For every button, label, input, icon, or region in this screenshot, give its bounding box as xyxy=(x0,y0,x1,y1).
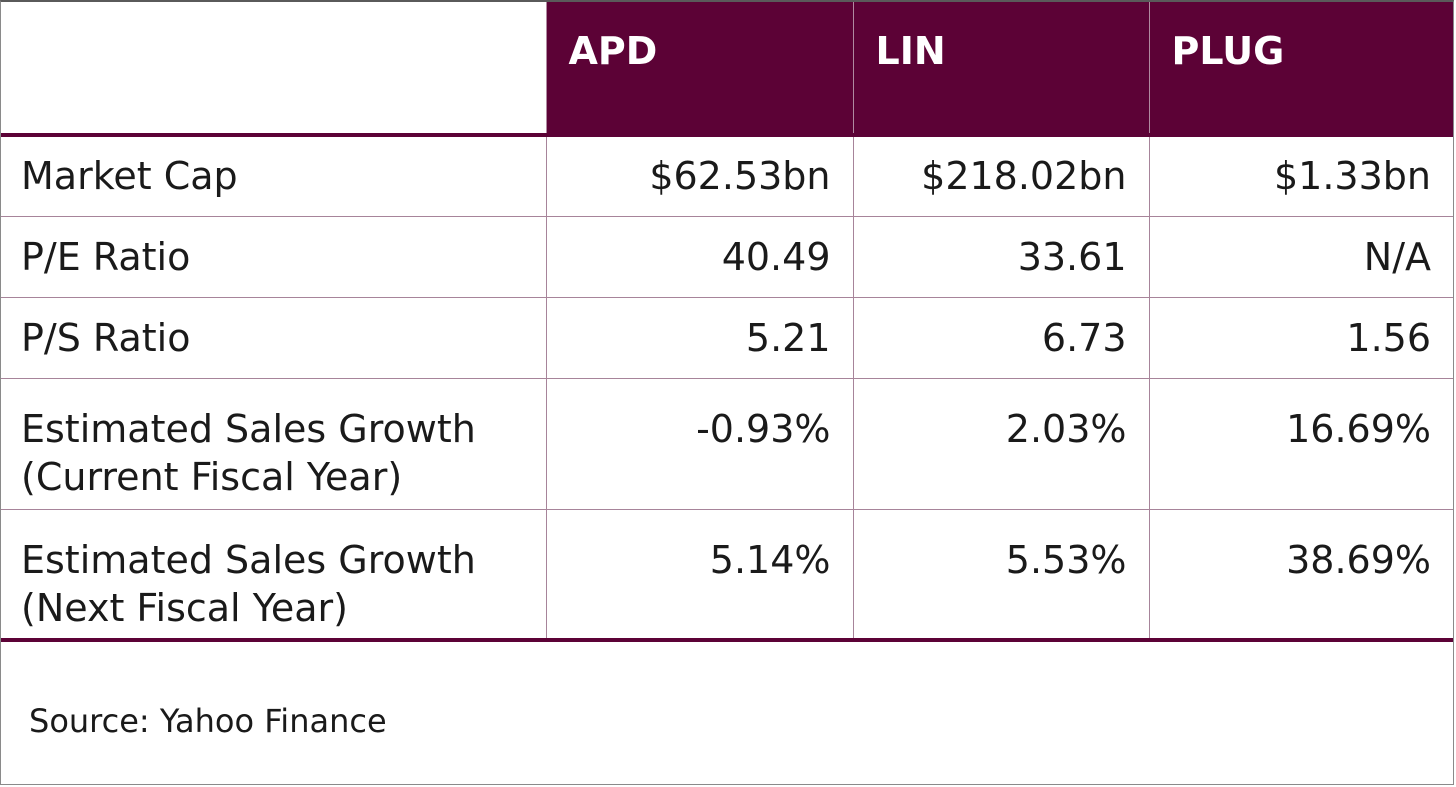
header-cell-lin: LIN xyxy=(852,2,1149,135)
table-header-row: APD LIN PLUG xyxy=(1,2,1453,135)
cell-apd: 5.14% xyxy=(545,508,853,640)
row-label: Market Cap xyxy=(1,134,546,216)
cell-lin: 6.73 xyxy=(852,296,1149,378)
table-row-sales-growth-current: Estimated Sales Growth (Current Fiscal Y… xyxy=(1,377,1453,509)
header-cell-plug: PLUG xyxy=(1148,2,1453,135)
cell-plug: N/A xyxy=(1148,215,1453,297)
row-label: Estimated Sales Growth (Next Fiscal Year… xyxy=(1,508,546,640)
cell-apd: 40.49 xyxy=(545,215,853,297)
cell-lin: 2.03% xyxy=(852,377,1149,509)
header-cell-apd: APD xyxy=(545,2,853,135)
row-label: Estimated Sales Growth (Current Fiscal Y… xyxy=(1,377,546,509)
table-row-pe-ratio: P/E Ratio 40.49 33.61 N/A xyxy=(1,215,1453,297)
cell-plug: 38.69% xyxy=(1148,508,1453,640)
valuation-comparison-table: APD LIN PLUG Market Cap $62.53bn $218.02… xyxy=(1,2,1453,642)
cell-plug: $1.33bn xyxy=(1148,134,1453,216)
cell-apd: $62.53bn xyxy=(545,134,853,216)
row-label-line1: Estimated Sales Growth xyxy=(21,537,476,582)
cell-lin: 5.53% xyxy=(852,508,1149,640)
row-label: P/E Ratio xyxy=(1,215,546,297)
row-label-line2: (Current Fiscal Year) xyxy=(21,454,403,499)
cell-apd: 5.21 xyxy=(545,296,853,378)
row-label: P/S Ratio xyxy=(1,296,546,378)
cell-plug: 16.69% xyxy=(1148,377,1453,509)
cell-lin: $218.02bn xyxy=(852,134,1149,216)
table-row-sales-growth-next: Estimated Sales Growth (Next Fiscal Year… xyxy=(1,508,1453,640)
header-corner-cell xyxy=(1,2,546,135)
row-label-line2: (Next Fiscal Year) xyxy=(21,585,348,630)
source-note: Source: Yahoo Finance xyxy=(29,702,387,740)
table-row-ps-ratio: P/S Ratio 5.21 6.73 1.56 xyxy=(1,296,1453,378)
cell-lin: 33.61 xyxy=(852,215,1149,297)
cell-plug: 1.56 xyxy=(1148,296,1453,378)
row-label-line1: Estimated Sales Growth xyxy=(21,406,476,451)
cell-apd: -0.93% xyxy=(545,377,853,509)
table-row-market-cap: Market Cap $62.53bn $218.02bn $1.33bn xyxy=(1,134,1453,216)
